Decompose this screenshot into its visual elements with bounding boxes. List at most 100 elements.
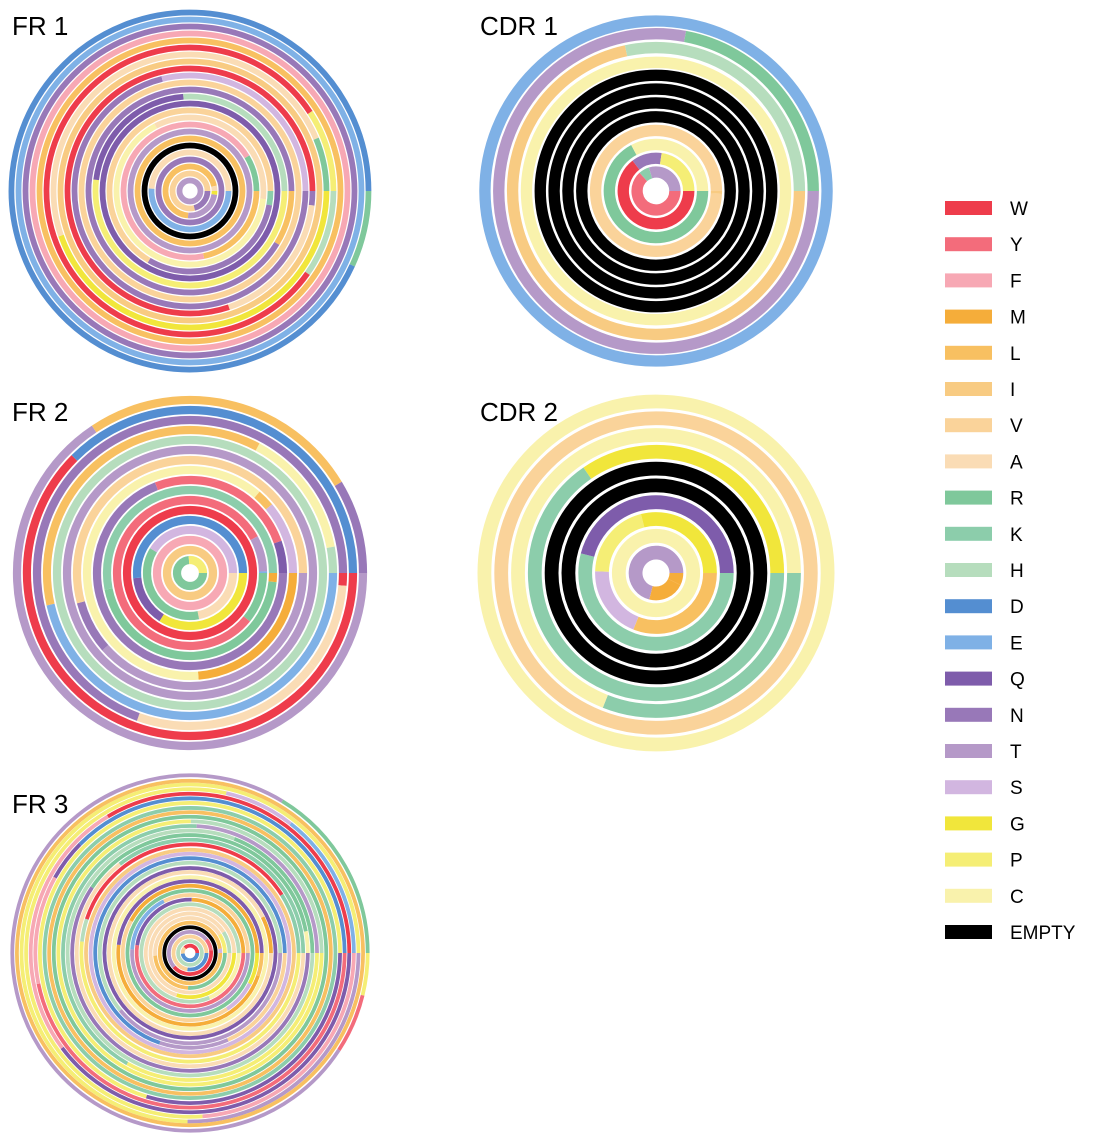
ring-segment (111, 875, 269, 1031)
legend-label-q: Q (1010, 670, 1025, 691)
ring-segment (130, 949, 250, 1013)
ring-segment (42, 806, 338, 1100)
legend-swatch-y (945, 237, 992, 252)
ring-segment (88, 851, 292, 1055)
ring-segment (602, 572, 801, 718)
ring-segment (172, 555, 208, 591)
ring-segment (135, 897, 192, 946)
ring-segment (649, 578, 681, 601)
ring-segment (176, 952, 237, 999)
ring-segment (65, 828, 315, 1078)
panel-title-fr3: FR 3 (12, 789, 68, 819)
ring-segment (139, 902, 241, 1004)
legend-swatch-g (945, 816, 992, 831)
ring-segment (93, 93, 184, 181)
ring-segment (580, 495, 734, 574)
ring-segment (631, 172, 681, 216)
ring-segment (104, 581, 277, 661)
ring-segment (578, 553, 734, 651)
legend-swatch-w (945, 201, 992, 215)
ring-empty (576, 111, 736, 271)
ring-segment (116, 944, 260, 1027)
ring-empty (548, 83, 764, 299)
ring-segment (225, 791, 292, 826)
ring-segment (97, 860, 283, 1012)
ring-segment (106, 107, 274, 263)
ring-segment (71, 405, 358, 574)
ring-segment (494, 411, 818, 735)
legend-label-c: C (1010, 887, 1024, 908)
ring-segment (583, 444, 785, 574)
legend-label-w: W (1010, 199, 1028, 220)
ring-segment (163, 893, 250, 954)
ring-segment (204, 938, 213, 951)
ring-segment (197, 572, 238, 620)
ring-segment (82, 465, 260, 681)
ring-segment (52, 435, 328, 711)
panel-fr3 (10, 773, 370, 1133)
ring-segment (64, 65, 316, 317)
legend-swatch-l (945, 345, 992, 360)
legend-swatch-h (945, 563, 992, 577)
ring-segment (79, 941, 301, 1064)
panels (8, 9, 835, 1133)
ring-segment (36, 952, 347, 1110)
ring-empty (561, 478, 751, 668)
panel-title-cdr1: CDR 1 (480, 11, 558, 41)
ring-segment (126, 952, 319, 1082)
ring-segment (187, 952, 209, 972)
ring-segment (130, 899, 165, 950)
panel-fr2 (12, 395, 368, 751)
legend-swatch-c (945, 888, 992, 903)
ring-segment (51, 814, 329, 1092)
ring-segment (72, 455, 308, 604)
ring-segment (102, 572, 308, 691)
ring-segment (38, 801, 342, 1099)
legend-swatch-n (945, 707, 992, 722)
ring-segment (107, 870, 273, 1036)
ring-segment (244, 155, 260, 192)
ring-segment (162, 163, 217, 219)
ring-segment (134, 944, 246, 1009)
legend-swatch-k (945, 526, 992, 541)
ring-segment (250, 536, 268, 572)
ring-segment (155, 156, 225, 226)
ring-segment (659, 153, 695, 192)
ring-segment (120, 121, 250, 261)
ring-segment (127, 190, 330, 331)
ring-segment (112, 495, 258, 651)
ring-segment (187, 952, 227, 990)
ring-empty (141, 142, 239, 240)
ring-segment (85, 86, 295, 296)
ring-segment (76, 601, 109, 651)
ring-segment (10, 773, 341, 1133)
ring-segment (143, 906, 237, 997)
legend-swatch-t (945, 744, 992, 758)
ring-segment (307, 110, 337, 192)
ring-empty (544, 461, 768, 685)
ring-segment (617, 160, 695, 230)
ring-segment (106, 791, 352, 954)
ring-segment (57, 58, 323, 324)
ring-segment (308, 190, 316, 206)
ring-segment (289, 822, 356, 954)
legend-label-d: D (1010, 597, 1024, 618)
ring-segment (102, 866, 278, 1040)
ring-segment (91, 395, 342, 486)
ring-segment (133, 577, 164, 622)
legend-label-m: M (1010, 308, 1026, 329)
ring-segment (520, 56, 792, 326)
panel-title-cdr2: CDR 2 (480, 397, 558, 427)
ring-segment (243, 572, 268, 622)
ring-segment (648, 166, 681, 192)
legend-label-i: I (1010, 380, 1015, 401)
ring-segment (337, 994, 365, 1052)
legend-swatch-q (945, 671, 992, 686)
ring-segment (148, 188, 232, 233)
legend-swatch-m (945, 309, 992, 324)
ring-segment (191, 897, 246, 954)
legend-label-g: G (1010, 814, 1025, 835)
ring-segment (171, 934, 209, 972)
ring-segment (12, 425, 368, 751)
